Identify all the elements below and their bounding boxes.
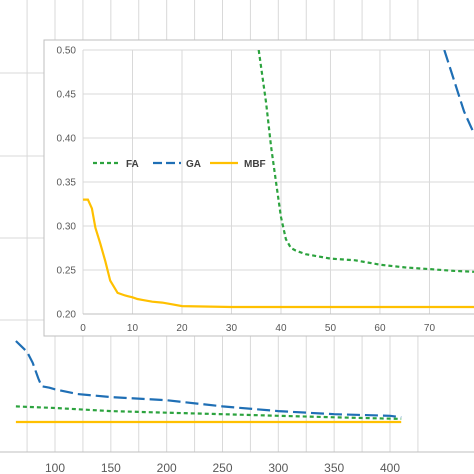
inset-y-tick-label: 0.45 bbox=[57, 90, 77, 101]
inset-frame bbox=[43, 39, 474, 337]
inset-y-tick-label: 0.20 bbox=[57, 310, 77, 321]
series-line-ga bbox=[443, 50, 474, 135]
x-tick-label: 200 bbox=[157, 461, 177, 474]
inset-y-tick-label: 0.25 bbox=[57, 266, 77, 277]
x-tick-label: 300 bbox=[268, 461, 288, 474]
series-line-mbf bbox=[83, 198, 474, 309]
inset-x-tick-label: 40 bbox=[275, 323, 287, 334]
inset-y-tick-label: 0.40 bbox=[57, 134, 77, 145]
x-tick-label: 100 bbox=[45, 461, 65, 474]
series-line-ga bbox=[15, 340, 402, 419]
x-tick-label: 250 bbox=[212, 461, 232, 474]
legend-label-mbf: MBF bbox=[244, 159, 266, 170]
inset-y-tick-label: 0.50 bbox=[57, 46, 77, 57]
series-line-fa bbox=[257, 50, 474, 273]
x-tick-label: 150 bbox=[101, 461, 121, 474]
inset-x-tick-label: 0 bbox=[80, 323, 86, 334]
x-tick-label: 400 bbox=[380, 461, 400, 474]
inset-x-tick-label: 30 bbox=[226, 323, 238, 334]
inset-x-tick-label: 50 bbox=[325, 323, 337, 334]
inset-legend: FA GA MBF bbox=[93, 159, 266, 170]
legend-label-ga: GA bbox=[186, 159, 201, 170]
inset-x-tick-label: 20 bbox=[176, 323, 188, 334]
inset-x-tick-label: 60 bbox=[374, 323, 386, 334]
series-line-fa bbox=[15, 405, 402, 420]
inset-x-tick-label: 10 bbox=[127, 323, 139, 334]
x-tick-label: 350 bbox=[324, 461, 344, 474]
inset-y-tick-label: 0.30 bbox=[57, 222, 77, 233]
inset-plot: 0.20 0.25 0.30 0.35 0.40 0.45 0.50 0 10 20 30 40 50 6… bbox=[43, 39, 474, 337]
inset-x-tick-label: 70 bbox=[424, 323, 436, 334]
legend-label-fa: FA bbox=[126, 159, 139, 170]
inset-y-tick-label: 0.35 bbox=[57, 178, 77, 189]
